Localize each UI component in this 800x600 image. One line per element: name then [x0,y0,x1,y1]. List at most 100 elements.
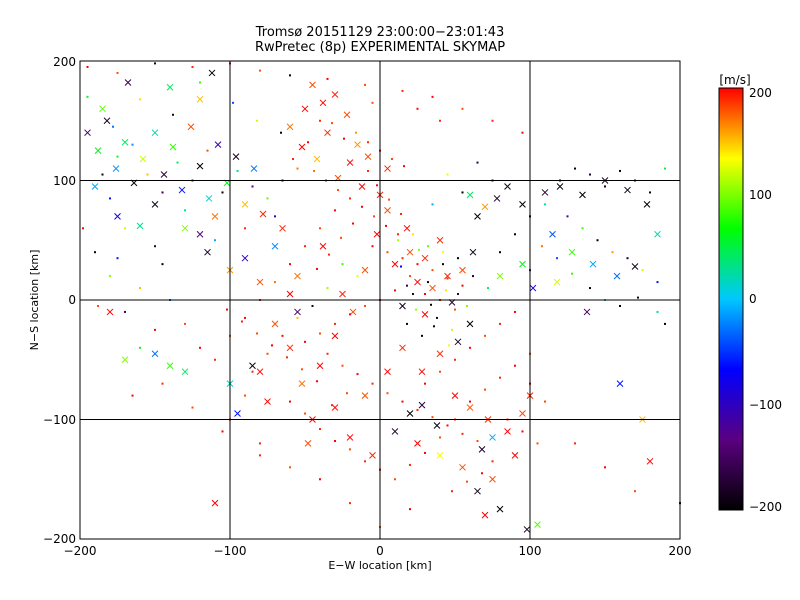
data-point-cross [91,183,99,190]
data-point-dot [391,157,393,160]
data-point-dot [566,215,569,218]
data-point-dot [286,356,288,359]
data-point-cross [583,308,591,316]
data-point-cross [436,451,444,459]
data-point-cross [418,401,426,409]
data-point-cross [414,440,421,447]
data-point-dot [439,436,441,439]
data-point-dot [349,197,351,200]
data-point-cross [294,272,301,280]
data-point-dot [191,65,194,68]
data-point-dot [446,424,449,427]
data-point-cross [241,254,249,262]
data-point-cross [384,368,391,376]
data-point-dot [124,227,126,230]
data-point-dot [221,191,224,194]
data-point-cross [384,165,391,172]
data-point-dot [409,508,411,511]
data-point-dot [313,169,315,172]
data-point-dot [316,380,318,383]
data-point-dot [161,263,164,266]
data-point-cross [643,201,651,208]
data-point-cross [414,278,421,286]
data-point-dot [427,281,429,284]
data-point-dot [296,167,299,170]
data-point-dot [371,382,374,385]
data-point-dot [343,137,345,140]
x-tick-label: −100 [214,544,247,558]
y-axis: 200 100 0 −100 −200 N−S location [km] [28,55,76,546]
data-point-dot [484,334,486,337]
data-point-dot [266,352,269,355]
data-point-dot [476,440,479,443]
data-point-dot [544,203,546,206]
data-point-dot [394,289,396,292]
data-point-dot [664,322,666,325]
grid-layer [80,61,680,539]
data-point-cross [406,410,414,417]
data-point-dot [430,303,432,306]
data-point-dot [131,394,134,397]
data-point-dot [521,131,524,134]
data-points-layer [82,62,681,533]
data-point-dot [214,358,216,361]
data-point-dot [337,189,339,192]
data-point-dot [371,245,374,248]
data-point-cross [324,129,331,137]
data-point-dot [412,233,414,236]
data-point-dot [656,310,659,313]
data-point-dot [289,400,291,403]
data-point-dot [521,430,524,433]
data-point-cross [589,260,597,268]
data-point-dot [448,344,450,347]
data-point-dot [416,408,419,411]
data-point-cross [271,320,279,328]
data-point-dot [472,275,474,278]
data-point-dot [349,502,351,505]
data-point-dot [457,257,459,260]
data-point-cross [169,143,177,151]
data-point-dot [445,289,447,292]
data-point-cross [264,398,271,405]
data-point-cross [114,212,121,220]
data-point-cross [436,350,444,358]
data-point-dot [373,215,375,218]
data-point-dot [319,332,321,335]
data-point-cross [364,153,372,160]
chart-subtitle: RwPretec (8p) EXPERIMENTAL SKYMAP [255,40,505,55]
data-point-cross [523,526,531,533]
data-point-dot [154,245,156,248]
data-point-dot [451,328,453,331]
data-point-dot [97,304,99,307]
data-point-dot [461,432,464,435]
data-point-dot [331,122,333,125]
data-point-dot [349,448,351,451]
data-point-cross [298,380,306,388]
data-point-dot [451,490,453,493]
data-point-dot [581,227,584,230]
x-tick-label: 100 [519,544,542,558]
data-point-dot [641,269,644,272]
data-point-dot [401,89,404,92]
data-point-cross [250,165,258,172]
data-point-cross [459,266,466,274]
data-point-cross [613,272,621,280]
data-point-cross [181,368,189,376]
data-point-dot [400,212,402,215]
data-point-dot [499,322,501,325]
data-point-dot [116,257,119,260]
data-point-dot [334,322,336,325]
data-point-dot [139,287,141,290]
data-point-dot [514,364,516,367]
y-tick-label: 100 [53,174,76,188]
data-point-dot [427,245,429,248]
data-point-dot [191,406,194,409]
data-point-cross [646,457,654,465]
data-point-dot [637,296,639,299]
data-point-dot [226,308,228,311]
data-point-dot [397,233,399,236]
data-point-dot [424,293,426,296]
data-point-cross [187,123,195,131]
data-point-dot [401,257,404,260]
data-point-cross [631,263,639,270]
